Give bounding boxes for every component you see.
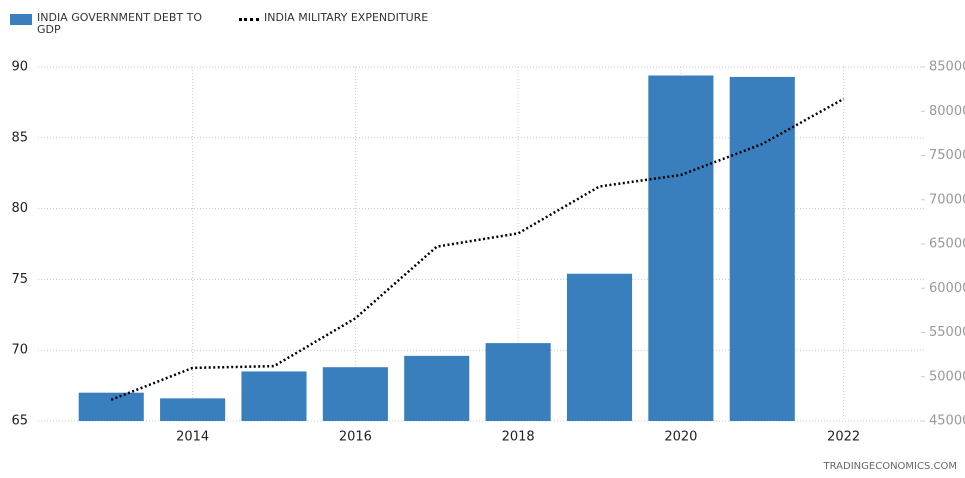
bar (404, 355, 470, 421)
x-tick-label: 2022 (827, 430, 860, 445)
bar (648, 75, 714, 421)
bar (729, 76, 795, 422)
y-tick-label: 90 (11, 60, 28, 75)
y2-tick-label: 55000 (929, 325, 965, 340)
y-tick-label: 75 (11, 272, 28, 287)
bar (78, 392, 144, 421)
y2-tick-label: 80000 (929, 104, 965, 119)
bar (485, 343, 551, 421)
bar (241, 371, 307, 421)
y2-tick-label: 50000 (929, 369, 965, 384)
legend-item: INDIA MILITARY EXPENDITURE (239, 12, 428, 24)
x-tick-label: 2016 (339, 430, 372, 445)
x-tick-label: 2018 (502, 430, 535, 445)
source: TRADINGECONOMICS.COM (823, 461, 957, 472)
y2-tick-label: 85000 (929, 60, 965, 75)
bar (566, 273, 633, 421)
legend-label: INDIA GOVERNMENT DEBT TO GDP (37, 11, 202, 36)
y2-tick-label: 60000 (929, 281, 965, 296)
legend-swatch (239, 18, 259, 21)
legend-swatch (10, 14, 32, 25)
legend-label: INDIA MILITARY EXPENDITURE (264, 11, 429, 24)
x-tick-label: 2014 (176, 430, 209, 445)
y2-tick-label: 75000 (929, 148, 965, 163)
y2-tick-label: 65000 (929, 237, 965, 252)
bar (322, 367, 388, 421)
y-tick-label: 70 (11, 343, 28, 358)
bar (160, 398, 226, 421)
y-tick-label: 85 (11, 130, 28, 145)
y-tick-label: 65 (11, 414, 28, 429)
x-tick-label: 2020 (664, 430, 697, 445)
y2-tick-label: 45000 (929, 414, 965, 429)
legend-item: INDIA GOVERNMENT DEBT TO GDP (10, 12, 217, 36)
legend: INDIA GOVERNMENT DEBT TO GDP INDIA MILITA… (10, 12, 450, 36)
y-tick-label: 80 (11, 201, 28, 216)
y2-tick-label: 70000 (929, 192, 965, 207)
